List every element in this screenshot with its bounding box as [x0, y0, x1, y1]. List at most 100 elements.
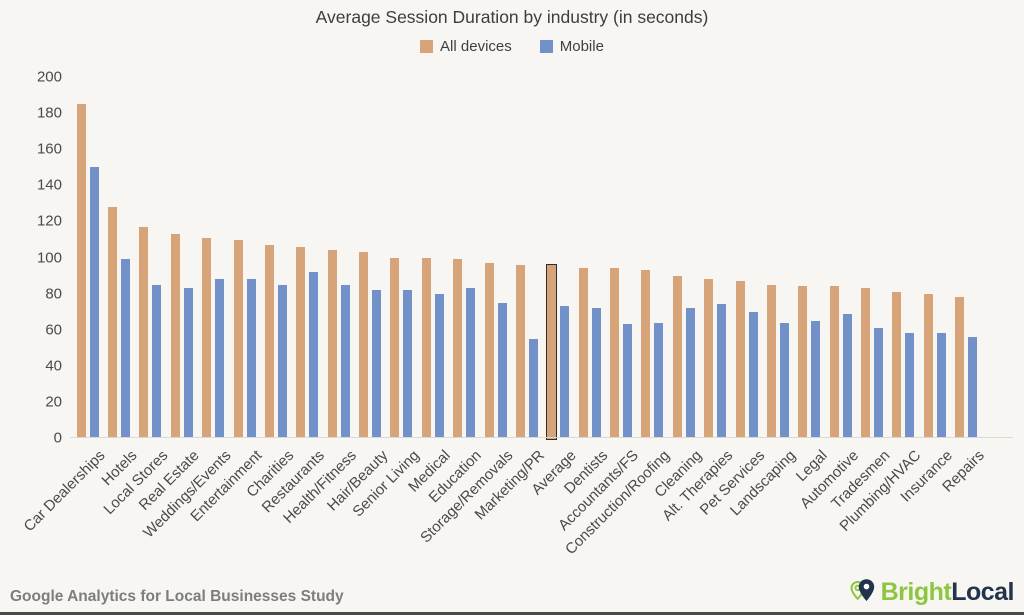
bar-group	[480, 77, 511, 438]
bar-all-devices	[233, 239, 243, 438]
bar-all-devices	[861, 288, 871, 438]
brand-local: Local	[951, 577, 1014, 606]
bar-all-devices	[170, 234, 180, 438]
brightlocal-logo: BrightLocal	[847, 576, 1014, 608]
bar-mobile	[183, 288, 193, 438]
bar-all-devices	[515, 264, 525, 438]
bar-group	[637, 77, 668, 438]
bar-group	[292, 77, 323, 438]
legend-label-all-devices: All devices	[440, 38, 512, 55]
bar-all-devices	[798, 286, 808, 438]
bar-all-devices	[955, 297, 965, 438]
bar-group	[135, 77, 166, 438]
bar-all-devices	[484, 262, 494, 438]
bar-all-devices	[923, 293, 933, 438]
bar-group	[417, 77, 448, 438]
bar-mobile	[591, 308, 601, 438]
bar-all-devices	[704, 279, 714, 438]
bar-all-devices	[359, 252, 369, 438]
legend-swatch-mobile	[539, 40, 553, 53]
bar-mobile	[968, 336, 978, 438]
y-tick-label: 80	[45, 285, 62, 303]
y-tick-label: 100	[36, 249, 62, 266]
bar-all-devices	[892, 291, 902, 438]
y-tick-label: 200	[36, 68, 62, 86]
bar-all-devices	[672, 275, 682, 438]
y-tick-label: 0	[53, 429, 62, 447]
bar-group	[668, 77, 699, 438]
bar-all-devices	[829, 286, 839, 438]
brand-bright: Bright	[880, 577, 952, 606]
bar-mobile	[152, 284, 162, 438]
y-tick-label: 60	[45, 321, 62, 339]
bar-group	[386, 77, 417, 438]
bar-mobile	[528, 338, 538, 438]
bar-group	[794, 77, 825, 438]
y-tick-label: 20	[45, 393, 62, 411]
bar-all-devices	[327, 250, 337, 438]
bar-group	[919, 77, 950, 438]
bar-group	[229, 77, 260, 438]
legend-label-mobile: Mobile	[559, 38, 604, 55]
bar-all-devices	[421, 257, 431, 438]
bar-group	[354, 77, 385, 438]
x-tick-label: Car Dealerships	[20, 447, 109, 536]
bar-mobile	[340, 284, 350, 438]
bar-group	[762, 77, 793, 438]
bar-all-devices	[139, 226, 149, 438]
legend-item-mobile: Mobile	[539, 38, 604, 55]
bar-mobile	[559, 306, 569, 438]
bar-all-devices	[766, 284, 776, 438]
chart-title: Average Session Duration by industry (in…	[315, 7, 709, 27]
bar-group	[198, 77, 229, 438]
bar-group	[731, 77, 762, 438]
brand-wordmark: BrightLocal	[880, 577, 1015, 606]
bar-group	[166, 77, 197, 438]
bar-all-devices	[735, 281, 745, 438]
bar-mobile	[874, 327, 884, 438]
bar-mobile	[779, 322, 789, 438]
bar-mobile	[121, 259, 131, 438]
bar-mobile	[309, 271, 319, 438]
y-tick-label: 160	[36, 140, 62, 158]
bar-all-devices	[578, 268, 588, 438]
x-axis-line	[70, 437, 1013, 438]
bar-group	[511, 77, 542, 438]
bar-mobile	[466, 288, 476, 438]
bar-mobile	[434, 293, 444, 438]
bar-group	[449, 77, 480, 438]
chart-legend: All devices Mobile	[0, 38, 1024, 55]
bar-group	[700, 77, 731, 438]
source-attribution: Google Analytics for Local Businesses St…	[10, 588, 344, 605]
y-tick-label: 180	[36, 104, 62, 122]
bar-mobile	[811, 320, 821, 438]
bar-group	[260, 77, 291, 438]
bar-all-devices	[76, 104, 86, 438]
bar-mobile	[905, 333, 915, 438]
bar-mobile	[717, 304, 727, 438]
bar-mobile	[497, 302, 507, 438]
bar-mobile	[403, 290, 413, 438]
bar-mobile	[936, 333, 946, 438]
bottom-accent-bar	[0, 612, 1024, 615]
bar-all-devices	[264, 244, 274, 438]
y-tick-label: 140	[36, 176, 62, 194]
bar-group	[103, 77, 134, 438]
bar-group	[605, 77, 636, 438]
bar-all-devices	[390, 257, 400, 438]
bar-group	[825, 77, 856, 438]
bar-all-devices	[296, 246, 306, 438]
bar-mobile	[685, 308, 695, 438]
bar-mobile	[623, 324, 633, 438]
y-tick-label: 40	[45, 357, 62, 375]
bar-all-devices	[641, 270, 651, 438]
bar-all-devices	[546, 264, 558, 440]
bar-group	[323, 77, 354, 438]
bar-group	[888, 77, 919, 438]
bar-group	[856, 77, 887, 438]
bar-mobile	[89, 167, 99, 438]
bar-mobile	[215, 279, 225, 438]
bar-all-devices	[202, 237, 212, 438]
bar-all-devices	[108, 207, 118, 438]
